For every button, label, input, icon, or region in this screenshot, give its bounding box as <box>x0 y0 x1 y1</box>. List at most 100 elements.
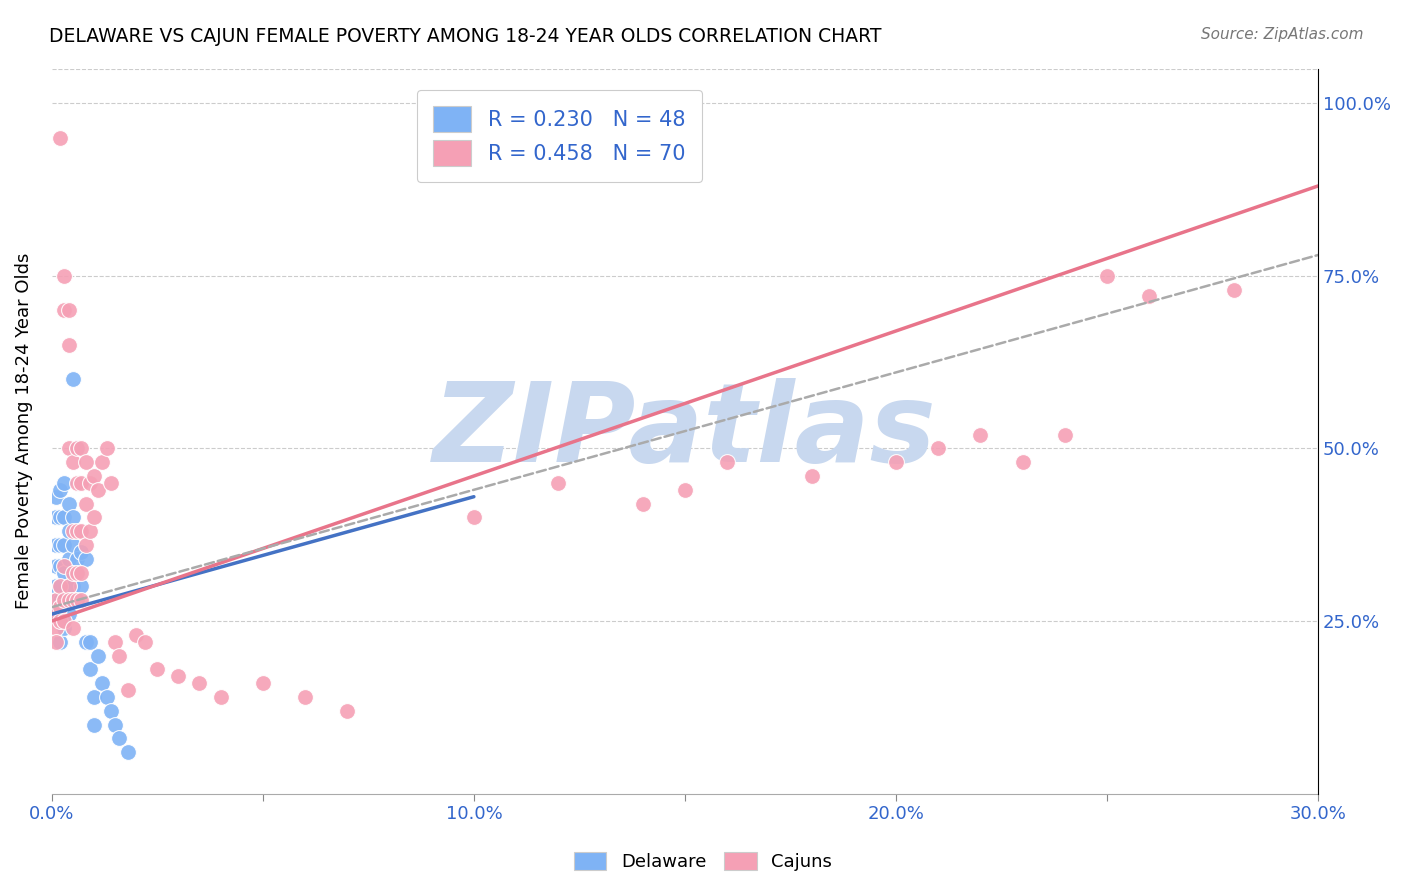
Point <box>83 469 105 483</box>
Point <box>53 475 76 490</box>
Text: Source: ZipAtlas.com: Source: ZipAtlas.com <box>1201 27 1364 42</box>
Point <box>62 455 84 469</box>
Point <box>62 524 84 539</box>
Point <box>75 497 97 511</box>
Point <box>62 593 84 607</box>
Point <box>70 579 93 593</box>
Point <box>104 717 127 731</box>
Point <box>53 614 76 628</box>
Point <box>70 593 93 607</box>
Point <box>53 621 76 635</box>
Point <box>66 566 89 580</box>
Point <box>45 621 67 635</box>
Point <box>53 538 76 552</box>
Point <box>108 731 131 746</box>
Point <box>1095 268 1118 283</box>
Point <box>49 538 72 552</box>
Point <box>53 268 76 283</box>
Point <box>336 704 359 718</box>
Point <box>70 475 93 490</box>
Point <box>62 579 84 593</box>
Point <box>49 593 72 607</box>
Point <box>49 614 72 628</box>
Point <box>66 442 89 456</box>
Point <box>53 510 76 524</box>
Point <box>1137 289 1160 303</box>
Point <box>53 593 76 607</box>
Point <box>66 442 89 456</box>
Point <box>53 593 76 607</box>
Point <box>53 566 76 580</box>
Point <box>66 593 89 607</box>
Point <box>75 538 97 552</box>
Point <box>1011 455 1033 469</box>
Point <box>58 497 80 511</box>
Point <box>75 634 97 648</box>
Point <box>49 558 72 573</box>
Point <box>188 676 211 690</box>
Legend: Delaware, Cajuns: Delaware, Cajuns <box>567 845 839 879</box>
Point <box>463 510 485 524</box>
Point <box>66 524 89 539</box>
Point <box>58 607 80 621</box>
Point <box>100 704 122 718</box>
Point <box>62 566 84 580</box>
Point <box>58 579 80 593</box>
Point <box>75 455 97 469</box>
Point <box>87 648 110 663</box>
Point <box>79 662 101 676</box>
Point <box>108 648 131 663</box>
Point <box>70 442 93 456</box>
Point <box>58 593 80 607</box>
Point <box>83 510 105 524</box>
Point <box>927 442 949 456</box>
Point <box>45 593 67 607</box>
Point <box>45 490 67 504</box>
Point <box>45 593 67 607</box>
Point <box>45 510 67 524</box>
Point <box>117 683 139 698</box>
Point <box>58 303 80 318</box>
Point <box>104 634 127 648</box>
Point <box>49 600 72 615</box>
Point <box>45 579 67 593</box>
Point <box>58 552 80 566</box>
Point <box>716 455 738 469</box>
Point <box>58 442 80 456</box>
Point <box>134 634 156 648</box>
Point <box>547 475 569 490</box>
Y-axis label: Female Poverty Among 18-24 Year Olds: Female Poverty Among 18-24 Year Olds <box>15 253 32 609</box>
Point <box>969 427 991 442</box>
Point <box>49 130 72 145</box>
Point <box>631 497 654 511</box>
Legend: R = 0.230   N = 48, R = 0.458   N = 70: R = 0.230 N = 48, R = 0.458 N = 70 <box>416 90 702 182</box>
Point <box>62 621 84 635</box>
Point <box>252 676 274 690</box>
Point <box>83 717 105 731</box>
Text: ZIPatlas: ZIPatlas <box>433 377 936 484</box>
Point <box>96 442 118 456</box>
Point <box>49 579 72 593</box>
Point <box>800 469 823 483</box>
Point <box>53 303 76 318</box>
Point <box>66 593 89 607</box>
Point <box>167 669 190 683</box>
Text: DELAWARE VS CAJUN FEMALE POVERTY AMONG 18-24 YEAR OLDS CORRELATION CHART: DELAWARE VS CAJUN FEMALE POVERTY AMONG 1… <box>49 27 882 45</box>
Point <box>49 483 72 497</box>
Point <box>49 614 72 628</box>
Point <box>1053 427 1076 442</box>
Point <box>49 579 72 593</box>
Point <box>66 475 89 490</box>
Point <box>117 745 139 759</box>
Point <box>66 552 89 566</box>
Point <box>62 510 84 524</box>
Point <box>45 607 67 621</box>
Point <box>45 558 67 573</box>
Point <box>96 690 118 704</box>
Point <box>125 628 148 642</box>
Point <box>100 475 122 490</box>
Point <box>75 552 97 566</box>
Point <box>58 338 80 352</box>
Point <box>45 607 67 621</box>
Point <box>79 634 101 648</box>
